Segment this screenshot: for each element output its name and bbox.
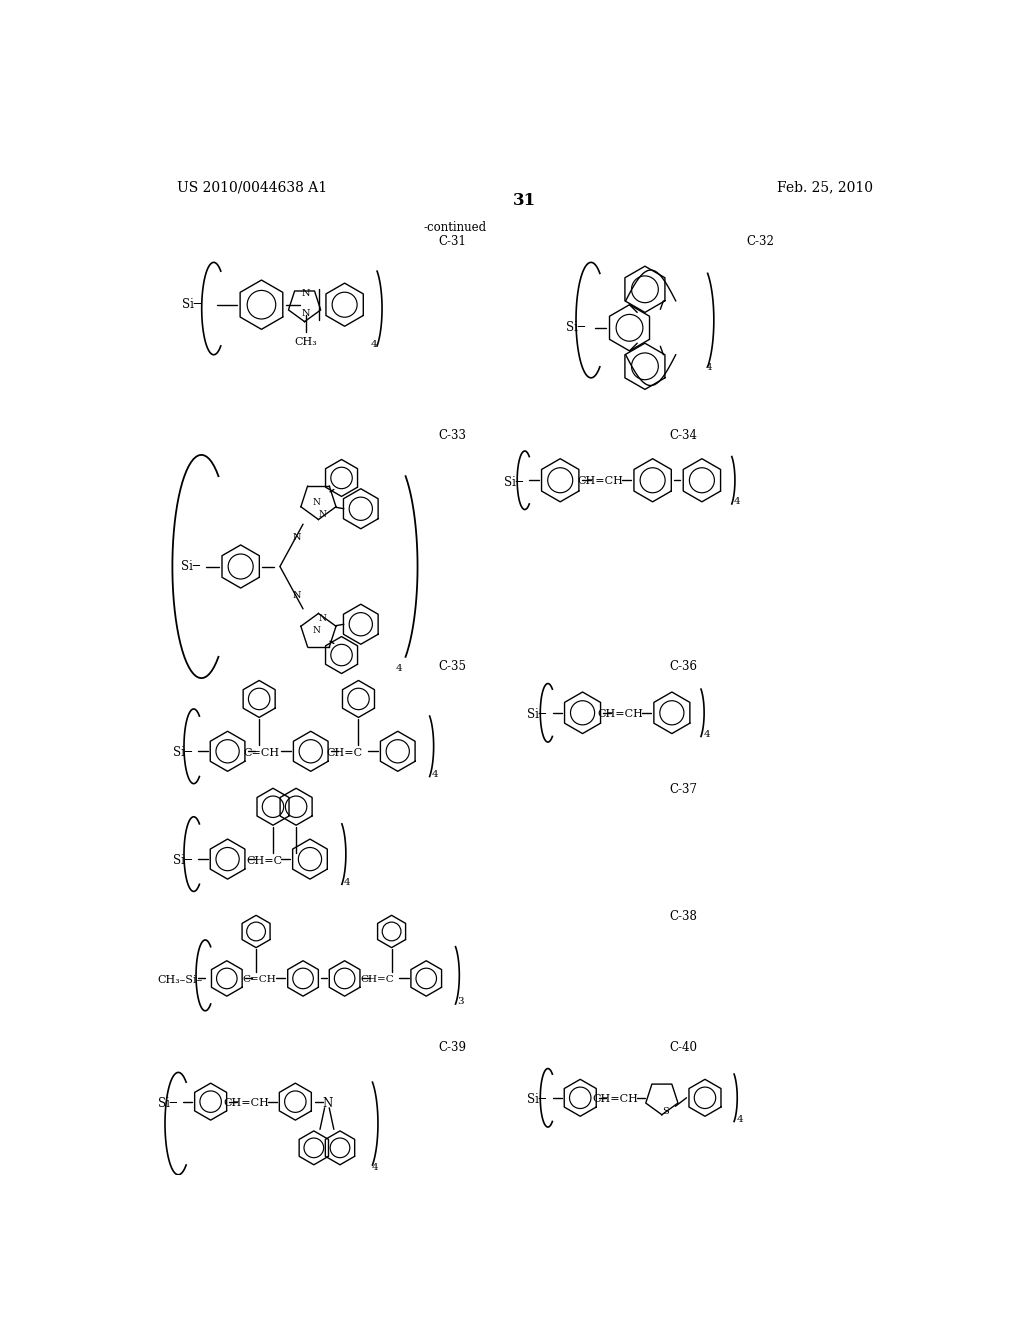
Text: N: N xyxy=(318,614,327,623)
Text: C=CH: C=CH xyxy=(243,975,276,985)
Text: N: N xyxy=(318,511,327,519)
Text: C-31: C-31 xyxy=(438,235,467,248)
Text: CH=C: CH=C xyxy=(360,975,394,985)
Text: 3: 3 xyxy=(458,997,464,1006)
Text: C-33: C-33 xyxy=(438,429,467,442)
Text: 4: 4 xyxy=(734,498,740,507)
Text: CH=CH: CH=CH xyxy=(223,1098,269,1109)
Text: N: N xyxy=(302,309,310,318)
Text: CH=CH: CH=CH xyxy=(578,477,624,486)
Text: Si─: Si─ xyxy=(173,854,193,867)
Text: C-35: C-35 xyxy=(438,660,467,673)
Text: N: N xyxy=(323,1097,333,1110)
Text: Si─: Si─ xyxy=(182,298,202,312)
Text: C-38: C-38 xyxy=(670,911,697,924)
Text: 4: 4 xyxy=(703,730,711,739)
Text: S: S xyxy=(663,1107,669,1117)
Text: C-37: C-37 xyxy=(670,783,697,796)
Text: CH=CH: CH=CH xyxy=(593,1094,639,1105)
Text: Si─: Si─ xyxy=(181,560,200,573)
Text: N: N xyxy=(293,533,301,541)
Text: 4: 4 xyxy=(344,878,350,887)
Text: 4: 4 xyxy=(372,1163,379,1172)
Text: C-39: C-39 xyxy=(438,1041,467,1055)
Text: Si─: Si─ xyxy=(158,1097,177,1110)
Text: 31: 31 xyxy=(513,193,537,210)
Text: Si─: Si─ xyxy=(527,1093,547,1106)
Text: 4: 4 xyxy=(371,341,377,350)
Text: CH₃: CH₃ xyxy=(295,337,317,347)
Text: Si─: Si─ xyxy=(566,321,585,334)
Text: N: N xyxy=(313,626,321,635)
Text: -continued: -continued xyxy=(423,222,486,234)
Text: 4: 4 xyxy=(396,664,402,673)
Text: C-40: C-40 xyxy=(670,1041,697,1055)
Text: 4: 4 xyxy=(431,770,438,779)
Text: N: N xyxy=(293,591,301,601)
Text: C=CH: C=CH xyxy=(244,748,280,758)
Text: C-34: C-34 xyxy=(670,429,697,442)
Text: C-36: C-36 xyxy=(670,660,697,673)
Text: CH=C: CH=C xyxy=(327,748,362,758)
Text: 4: 4 xyxy=(706,363,712,372)
Text: C-32: C-32 xyxy=(746,235,774,248)
Text: Si─: Si─ xyxy=(173,746,193,759)
Text: CH=C: CH=C xyxy=(247,855,283,866)
Text: 4: 4 xyxy=(737,1115,743,1123)
Text: N: N xyxy=(313,498,321,507)
Text: CH₃–Si–: CH₃–Si– xyxy=(158,975,203,985)
Text: Feb. 25, 2010: Feb. 25, 2010 xyxy=(777,181,872,194)
Text: CH=CH: CH=CH xyxy=(597,709,643,719)
Text: Si─: Si─ xyxy=(527,708,547,721)
Text: N: N xyxy=(302,289,310,298)
Text: US 2010/0044638 A1: US 2010/0044638 A1 xyxy=(177,181,327,194)
Text: Si─: Si─ xyxy=(504,477,523,490)
